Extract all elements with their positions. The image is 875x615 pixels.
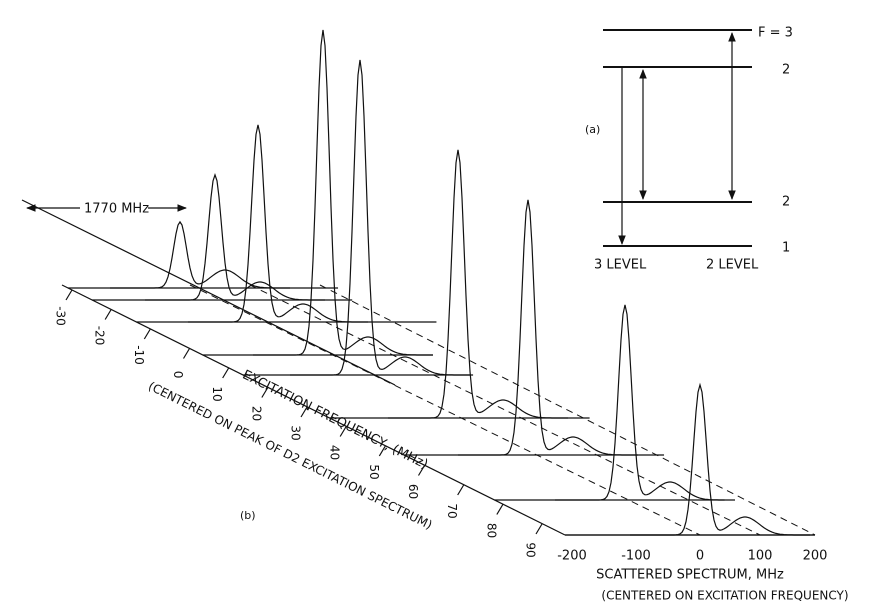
- tick-mark: [496, 504, 504, 515]
- axis-title: SCATTERED SPECTRUM, MHz: [596, 568, 784, 583]
- x-tick-label: 80: [484, 523, 498, 538]
- x-tick-label: 90: [524, 542, 538, 557]
- span-label: 1770 MHz: [84, 202, 149, 217]
- panel-label: (b): [240, 509, 256, 522]
- x-tick-label: 30: [289, 425, 303, 440]
- tick-mark: [143, 328, 151, 340]
- tick-mark: [65, 289, 73, 301]
- tick-mark: [535, 523, 543, 535]
- spectrum-curve: [388, 149, 568, 419]
- spectrum-curve: [145, 173, 325, 301]
- x-tick-label: 0: [696, 549, 704, 564]
- axis-subtitle: (CENTERED ON EXCITATION FREQUENCY): [601, 589, 848, 603]
- column-label: 3 LEVEL: [594, 258, 647, 273]
- level-label: 2: [782, 195, 790, 210]
- level-diagram: F = 3 2 2 1 (a) 3 LEVEL 2 LEVEL: [585, 26, 793, 273]
- tick-mark: [378, 445, 386, 457]
- tick-mark: [300, 406, 308, 418]
- spectrum-curve: [290, 59, 470, 376]
- tick-mark: [457, 484, 465, 496]
- tick-mark: [182, 348, 191, 359]
- x-tick-label: 10: [210, 386, 224, 401]
- x-tick-label: -30: [54, 306, 68, 326]
- x-tick-label: -20: [93, 326, 107, 346]
- level-label: F = 3: [758, 26, 793, 41]
- x-tick-label: 200: [803, 549, 828, 564]
- guide-line: [189, 284, 701, 536]
- x-tick-label: -200: [557, 549, 587, 564]
- x-tick-label: -10: [132, 345, 146, 365]
- column-label: 2 LEVEL: [706, 258, 759, 273]
- x-tick-label: 100: [748, 549, 773, 564]
- tick-mark: [104, 309, 112, 320]
- tick-mark: [417, 465, 426, 476]
- x-tick-label: 20: [249, 406, 263, 421]
- x-tick-label: 50: [367, 464, 381, 479]
- guide-line: [319, 284, 816, 536]
- x-tick-label: 0: [171, 371, 185, 379]
- x-tick-label: -100: [621, 549, 651, 564]
- spectrum-curve: [458, 199, 638, 456]
- spectrum-curve: [188, 124, 368, 323]
- x-tick-label: 70: [445, 503, 459, 518]
- x-tick-label: 40: [328, 445, 342, 460]
- guide-line: [249, 284, 761, 536]
- spectrum-curve: [110, 220, 290, 289]
- spectrum-curve: [630, 382, 810, 536]
- tick-mark: [339, 426, 347, 437]
- span-line: [21, 199, 396, 386]
- panel-label: (a): [585, 123, 600, 136]
- tick-mark: [222, 367, 230, 379]
- axis-line: [61, 284, 566, 536]
- spectrum-curve: [253, 29, 433, 356]
- x-tick-label: 60: [406, 484, 420, 499]
- level-label: 2: [782, 63, 790, 78]
- level-label: 1: [782, 241, 790, 256]
- tick-mark: [261, 387, 269, 398]
- spectrum-curve: [555, 304, 735, 501]
